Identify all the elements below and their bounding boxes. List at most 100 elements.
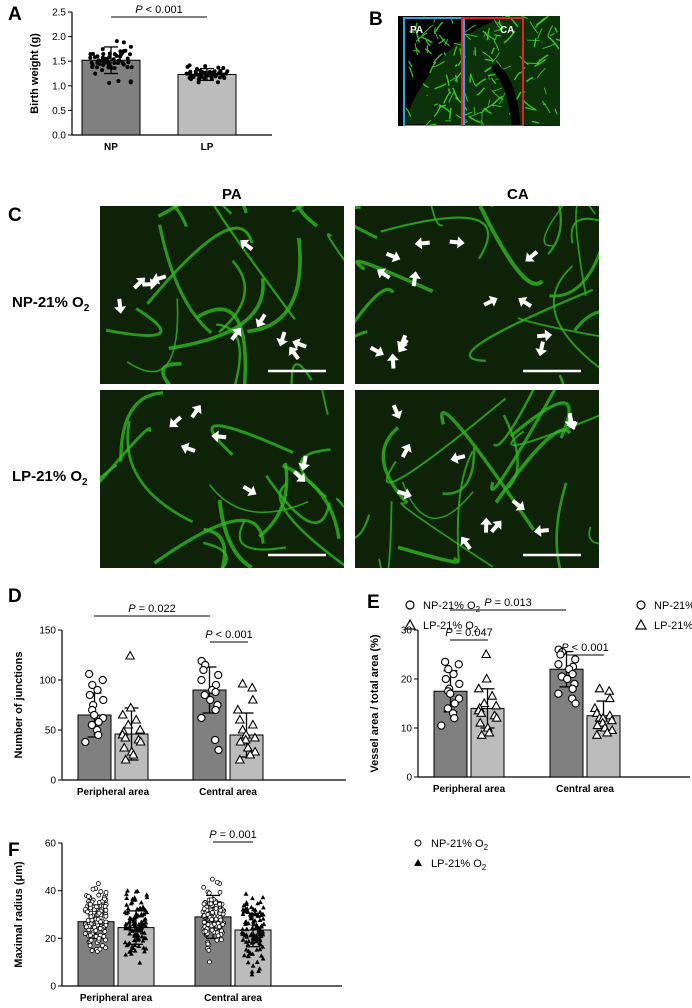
- micrograph-vessel: [573, 310, 599, 332]
- chartF-data-point-np: [96, 910, 102, 916]
- chartE-data-point-lp: [475, 717, 486, 727]
- chartD-data-point-lp: [234, 754, 246, 764]
- retina-vessel: [531, 120, 540, 124]
- chartF-data-point-lp: [244, 905, 250, 911]
- chartA-data-point: [90, 65, 95, 70]
- chartF-data-point-lp: [132, 897, 138, 902]
- chartF-data-point-lp: [260, 929, 266, 934]
- chartF-data-point-np: [88, 901, 93, 907]
- chartD-data-point-np: [210, 735, 220, 745]
- chartA-data-point: [107, 51, 112, 56]
- chartD-data-point-np: [90, 710, 99, 720]
- chartF-data-point-np: [208, 901, 214, 907]
- chartF-data-point-lp: [126, 918, 132, 924]
- micrograph-vessel: [588, 526, 599, 545]
- chartA-ytick-label: 0.5: [52, 106, 66, 117]
- white-arrow-icon: [190, 404, 202, 419]
- chartF-data-point-np: [214, 937, 220, 943]
- micrograph-vessel: [218, 259, 247, 334]
- retina-vessel: [425, 39, 431, 47]
- chartF-xtick-label: Central area: [204, 993, 262, 1004]
- chartA-ytick-label: 0.0: [52, 131, 66, 142]
- white-arrow-icon: [397, 338, 409, 353]
- chartF-data-point-lp: [253, 925, 259, 930]
- chartF-data-point-lp: [241, 953, 247, 958]
- chartF-data-point-np: [103, 907, 109, 913]
- micrograph-vessel: [355, 287, 395, 324]
- chartD-data-point-lp: [124, 650, 136, 660]
- chartF-data-point-np: [211, 921, 217, 927]
- chartF-data-point-lp: [130, 945, 136, 950]
- chartF-data-point-lp: [250, 919, 256, 924]
- chartF-data-point-np: [87, 932, 93, 938]
- chartE-data-point-np: [437, 721, 446, 730]
- chartF-data-point-lp: [253, 938, 259, 944]
- micrograph-vessel: [172, 206, 188, 228]
- chartA-data-point: [118, 54, 123, 59]
- chartD-ytick-label: 100: [39, 676, 56, 687]
- retina-vessel: [438, 34, 451, 47]
- chartA-data-point: [95, 54, 100, 59]
- chartF-data-point-lp: [138, 900, 144, 905]
- chartA-data-point: [125, 65, 130, 70]
- chartF-data-point-np: [83, 924, 89, 930]
- micrograph-vessel: [517, 317, 599, 338]
- chartD-legend-marker-lp: [403, 618, 417, 630]
- chartA-data-point: [106, 60, 111, 65]
- white-arrow-icon: [142, 278, 158, 291]
- retina-vessel: [433, 60, 445, 68]
- retina-vessel: [547, 25, 554, 37]
- micrograph-vessel: [555, 482, 568, 568]
- retina-vessel: [433, 18, 436, 24]
- chartF-data-point-lp: [245, 953, 251, 958]
- chartF-data-point-lp: [136, 922, 142, 927]
- retina-vessel: [529, 21, 539, 34]
- chartE-data-point-np: [441, 674, 450, 684]
- chartF-data-point-lp: [127, 940, 132, 945]
- chartF-data-point-lp: [258, 924, 264, 929]
- chartD-data-point-np: [211, 705, 220, 715]
- chartF-data-point-np: [84, 909, 90, 915]
- retina-vessel: [429, 61, 437, 74]
- white-arrow-icon: [180, 442, 196, 454]
- chartA-ytick-label: 2.0: [52, 32, 66, 43]
- chartF-ytick-label: 40: [45, 886, 57, 897]
- chartF-data-point-lp: [257, 909, 263, 914]
- chartA-data-point: [111, 57, 116, 62]
- white-arrow-icon: [211, 430, 227, 443]
- chartE-data-point-np: [450, 699, 459, 708]
- retina-vessel: [421, 36, 433, 44]
- micrograph-vessel: [478, 206, 544, 286]
- chartD-data-point-lp: [237, 678, 248, 688]
- chartF-data-point-np: [86, 894, 91, 899]
- retina-vessel: [519, 55, 529, 66]
- chartD-data-point-lp: [249, 732, 261, 742]
- micrograph-vessel: [295, 206, 319, 228]
- chartA-data-point: [114, 39, 119, 44]
- micrograph-vessel: [203, 527, 227, 568]
- retina-vessel: [408, 60, 413, 68]
- chartF-data-point-lp: [123, 921, 129, 926]
- chartD-ytick-label: 0: [50, 776, 56, 787]
- retina-tissue: [403, 16, 560, 126]
- chartF-ytick-label: 60: [45, 839, 57, 850]
- retina-vessel: [494, 29, 501, 32]
- chartF-data-point-np: [201, 906, 207, 912]
- retina-vessel: [453, 46, 458, 56]
- retina-vessel: [481, 51, 494, 61]
- chartA-data-point: [94, 65, 99, 70]
- micrograph-vessel: [326, 233, 344, 262]
- chartF-data-point-lp: [243, 919, 249, 924]
- chartA-data-point: [202, 76, 207, 81]
- chartF-data-point-lp: [136, 943, 142, 948]
- chartF-data-point-np: [201, 919, 207, 925]
- retina-vessel: [408, 66, 414, 78]
- chartF-data-point-lp: [137, 960, 143, 965]
- retina-vessel: [554, 108, 558, 115]
- chartF-data-point-lp: [250, 936, 256, 941]
- chartD-legend-marker-np: [405, 600, 415, 610]
- chartE-data-point-np: [571, 699, 580, 708]
- chartF-data-point-lp: [133, 924, 139, 929]
- chartA-data-point: [121, 40, 126, 45]
- chartA-data-point: [128, 44, 133, 49]
